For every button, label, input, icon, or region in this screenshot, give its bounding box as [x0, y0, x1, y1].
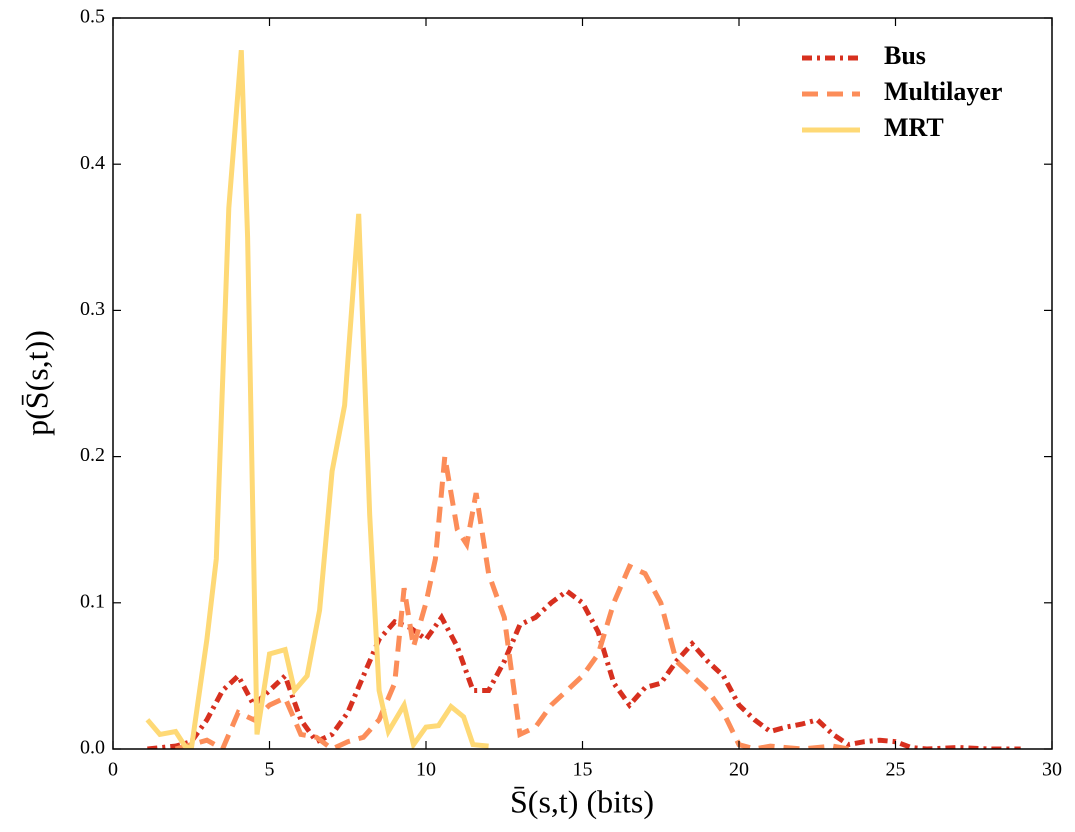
y-tick-label: 0.5 — [80, 6, 105, 28]
x-tick-label: 0 — [108, 759, 118, 781]
y-tick-label: 0.0 — [80, 737, 105, 759]
legend-label: Multilayer — [884, 77, 1002, 106]
x-tick-label: 20 — [729, 759, 749, 781]
y-tick-label: 0.1 — [80, 590, 105, 612]
legend-label: Bus — [884, 41, 926, 70]
y-axis-label: p(S̄(s,t)) — [18, 330, 54, 436]
x-tick-label: 10 — [416, 759, 436, 781]
x-axis-label: S̄(s,t) (bits) — [510, 783, 654, 819]
y-tick-label: 0.4 — [80, 152, 105, 174]
series-line — [147, 587, 1021, 749]
series-line — [174, 456, 849, 749]
x-tick-label: 25 — [886, 759, 906, 781]
x-tick-label: 15 — [573, 759, 593, 781]
y-tick-label: 0.2 — [80, 444, 105, 466]
x-tick-label: 5 — [265, 759, 275, 781]
y-tick-label: 0.3 — [80, 298, 105, 320]
x-tick-label: 30 — [1042, 759, 1062, 781]
legend-label: MRT — [884, 113, 944, 142]
series-line — [145, 50, 489, 749]
